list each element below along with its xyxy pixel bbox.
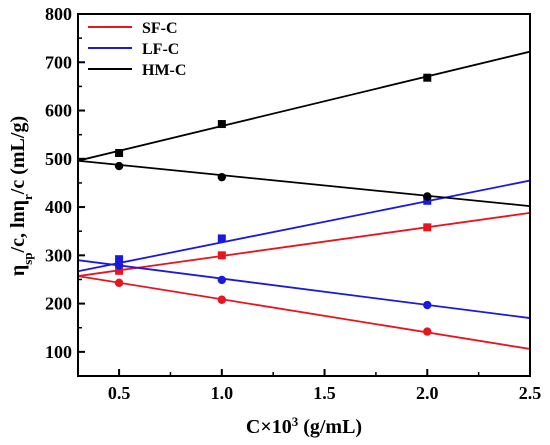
reduced-viscosity-point <box>217 234 226 243</box>
plot-frame <box>77 13 531 377</box>
y-tick-label: 400 <box>45 197 72 217</box>
y-tick-label: 500 <box>45 149 72 169</box>
reduced-viscosity-point <box>423 196 432 205</box>
inherent-viscosity-point <box>114 261 124 270</box>
x-axis-title: C×103 (g/mL) <box>246 414 362 439</box>
inherent-viscosity-point <box>423 327 432 336</box>
reduced-fit-line <box>78 50 530 162</box>
inherent-viscosity-point <box>114 161 124 171</box>
y-tick-label: 600 <box>45 101 72 121</box>
inherent-viscosity-point <box>114 278 124 288</box>
series-lf-c <box>78 179 530 319</box>
legend-label: SF-C <box>142 20 178 37</box>
y-tick-label: 700 <box>45 52 72 72</box>
series-sf-c <box>78 211 530 350</box>
reduced-viscosity-point <box>115 266 124 275</box>
reduced-viscosity-point <box>217 120 226 129</box>
inherent-viscosity-point <box>217 295 227 304</box>
inherent-viscosity-point <box>217 275 227 285</box>
y-axis-title: ηsp/c, lnηr/c (mL/g) <box>7 116 35 276</box>
y-tick-label: 300 <box>45 245 72 265</box>
y-tick-label: 100 <box>45 342 72 362</box>
inherent-viscosity-point <box>423 192 432 201</box>
reduced-viscosity-point <box>115 255 124 264</box>
inherent-fit-line <box>78 159 530 207</box>
reduced-viscosity-point <box>217 251 226 260</box>
inherent-viscosity-point <box>217 172 227 182</box>
x-tick-label: 0.5 <box>108 383 131 403</box>
x-tick-label: 1.0 <box>211 383 234 403</box>
legend: SF-C LF-C HM-C <box>88 20 186 79</box>
inherent-viscosity-point <box>423 300 432 310</box>
y-tick-label: 800 <box>45 4 72 24</box>
reduced-fit-line <box>78 179 530 273</box>
inherent-fit-line <box>78 259 530 319</box>
x-tick-label: 2.0 <box>416 383 439 403</box>
x-tick-label: 2.5 <box>519 383 542 403</box>
legend-label: HM-C <box>142 62 186 79</box>
series-hm-c <box>78 50 530 207</box>
inherent-fit-line <box>78 275 530 350</box>
reduced-viscosity-point <box>423 223 432 232</box>
reduced-fit-line <box>78 211 530 277</box>
legend-label: LF-C <box>142 41 179 58</box>
x-tick-label: 1.5 <box>313 383 336 403</box>
reduced-viscosity-point <box>115 149 124 158</box>
reduced-viscosity-point <box>423 73 432 82</box>
y-tick-label: 200 <box>45 294 72 314</box>
